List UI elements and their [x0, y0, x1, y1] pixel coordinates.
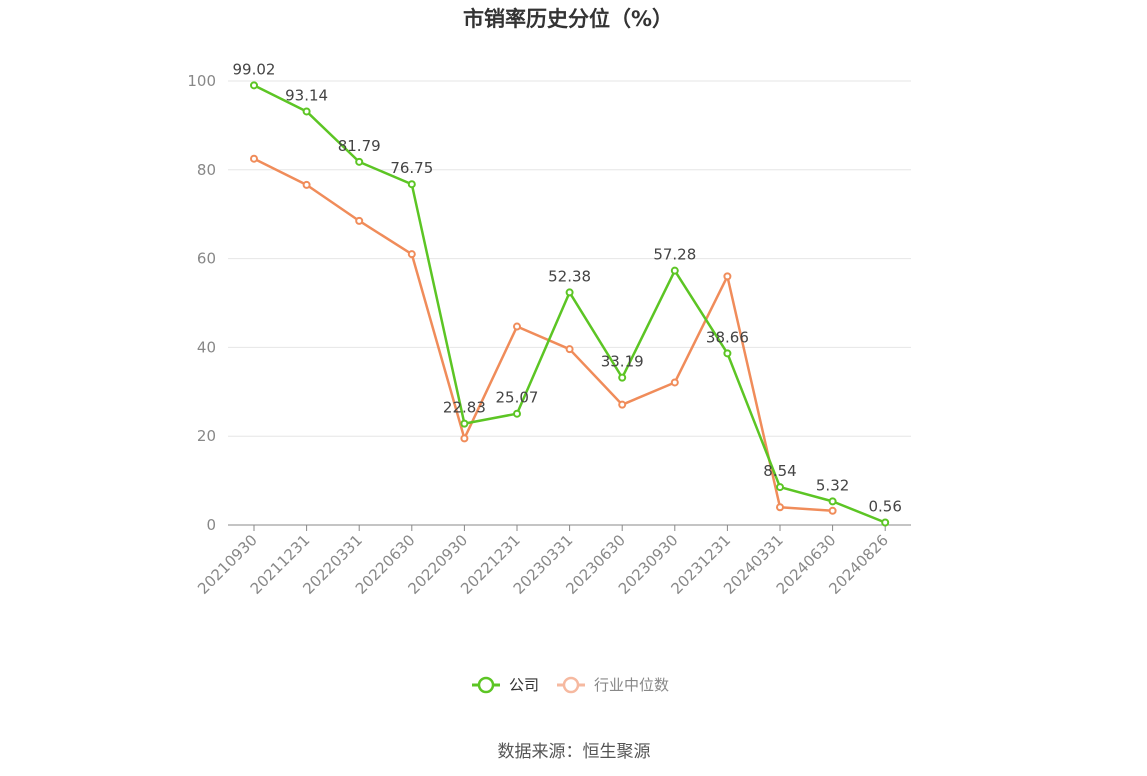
data-point	[670, 378, 679, 387]
y-tick-label: 0	[206, 516, 216, 534]
data-point	[776, 483, 784, 492]
data-point	[828, 506, 837, 515]
data-label: 25.07	[496, 389, 539, 407]
data-label: 0.56	[868, 498, 901, 516]
data-point	[250, 81, 258, 90]
data-point	[618, 400, 627, 409]
data-label: 5.32	[816, 476, 849, 494]
gridlines	[228, 80, 911, 437]
legend-item-0[interactable]: 公司	[472, 676, 539, 694]
data-point	[407, 180, 416, 189]
data-label: 76.75	[390, 159, 433, 177]
data-point	[302, 107, 311, 116]
y-tick-label: 100	[187, 72, 216, 90]
data-label: 38.66	[706, 328, 749, 346]
legend[interactable]: 公司 行业中位数	[472, 676, 669, 694]
data-point	[723, 272, 732, 281]
y-tick-label: 20	[197, 427, 216, 445]
y-tick-label: 80	[197, 161, 216, 179]
legend-item-1[interactable]: 行业中位数	[557, 676, 669, 694]
data-point	[355, 216, 364, 225]
data-label: 81.79	[338, 137, 381, 155]
data-label: 93.14	[285, 86, 328, 104]
series-line	[253, 157, 833, 513]
legend-label: 行业中位数	[594, 676, 669, 694]
data-point	[250, 154, 258, 163]
data-point	[513, 409, 521, 418]
x-axis: 2021093020211231202203312022063020220930…	[194, 524, 911, 598]
data-point	[618, 373, 627, 382]
data-label: 8.54	[763, 462, 796, 480]
data-point	[302, 180, 311, 189]
y-tick-label: 40	[197, 338, 216, 356]
data-point	[513, 322, 521, 331]
data-point	[565, 288, 574, 297]
data-point	[565, 345, 574, 354]
data-source-note: 数据来源：恒生聚源	[498, 742, 651, 762]
series-layer: 99.02 93.14 81.79 76.75 22.83 25.07 52.38 33.19…	[233, 60, 902, 527]
data-point	[828, 497, 837, 506]
data-point	[776, 503, 784, 512]
y-tick-label: 60	[197, 250, 216, 268]
data-label: 33.19	[601, 353, 644, 371]
data-point	[460, 419, 469, 428]
data-point	[881, 518, 890, 527]
data-point	[670, 266, 679, 275]
data-point	[723, 349, 732, 358]
y-axis-ticks: 0 20 40 60 80 100	[187, 72, 216, 534]
series-0: 99.02 93.14 81.79 76.75 22.83 25.07 52.38 33.19…	[233, 60, 902, 527]
data-label: 57.28	[653, 246, 696, 264]
legend-label: 公司	[509, 676, 539, 694]
data-label: 52.38	[548, 267, 591, 285]
data-label: 99.02	[233, 60, 276, 78]
data-point	[407, 250, 416, 259]
series-1	[250, 154, 837, 515]
chart-title: 市销率历史分位（%）	[463, 7, 673, 31]
data-label: 22.83	[443, 399, 486, 417]
legend-marker	[477, 676, 495, 694]
data-point	[460, 434, 469, 443]
data-point	[355, 157, 364, 166]
legend-marker	[562, 676, 580, 694]
